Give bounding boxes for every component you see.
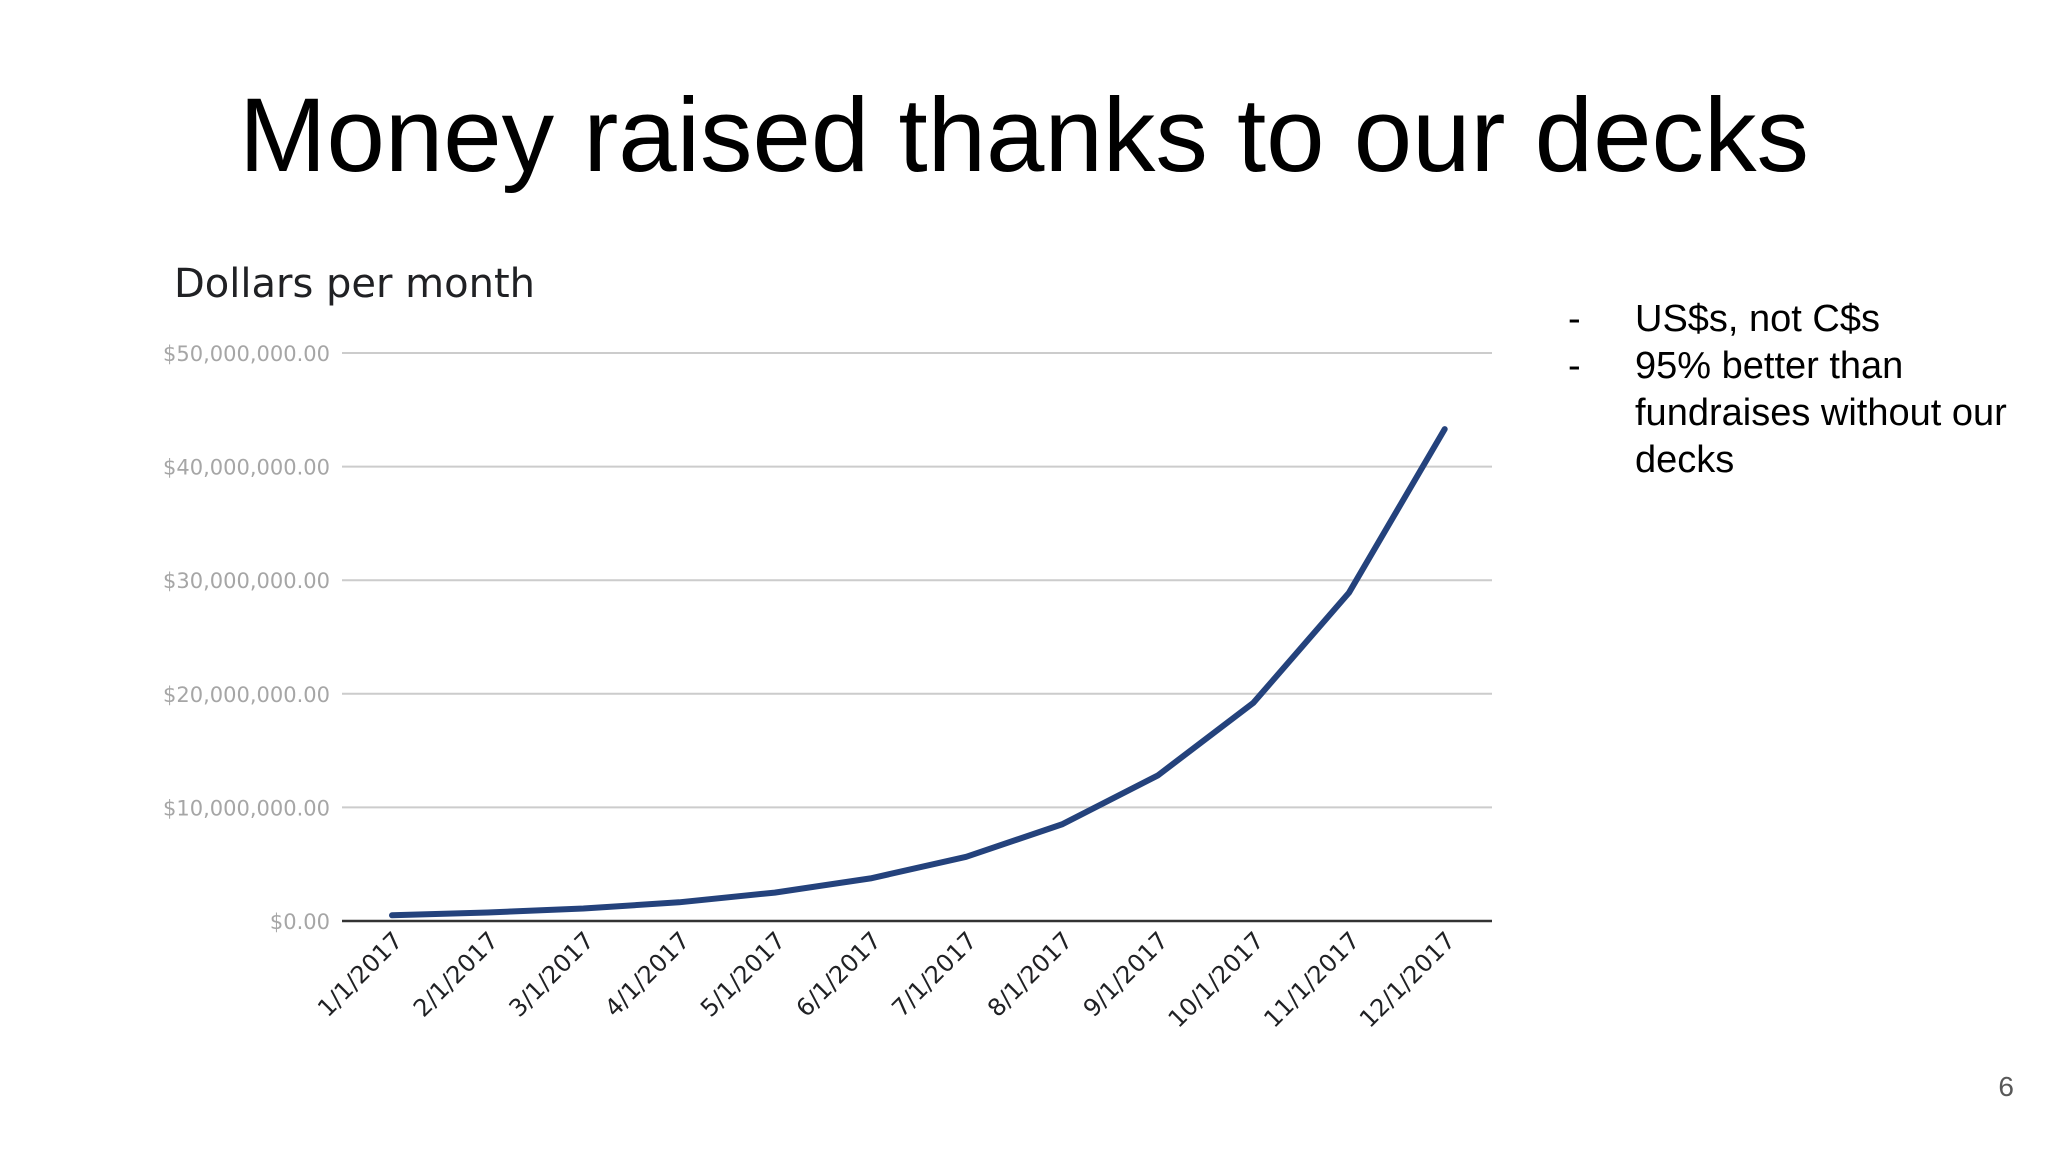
page-number: 6: [1998, 1071, 2014, 1102]
y-tick-label: $0.00: [270, 910, 330, 934]
y-tick-label: $50,000,000.00: [163, 342, 330, 366]
note-item: - 95% better than fundraises without our…: [1568, 343, 2028, 484]
y-tick-label: $10,000,000.00: [163, 796, 330, 820]
note-bullet: -: [1568, 345, 1581, 387]
y-tick-label: $30,000,000.00: [163, 569, 330, 593]
chart-title: Dollars per month: [174, 261, 535, 307]
x-tick-label: 4/1/2017: [599, 926, 695, 1022]
x-tick-label: 11/1/2017: [1258, 926, 1365, 1033]
x-axis-labels: 1/1/2017 2/1/2017 3/1/2017 4/1/2017 5/1/2017…: [312, 926, 1461, 1033]
x-tick-label: 8/1/2017: [982, 926, 1078, 1022]
y-tick-label: $40,000,000.00: [163, 456, 330, 480]
x-tick-label: 1/1/2017: [312, 926, 408, 1022]
note-text: 95% better than fundraises without our d…: [1635, 345, 2007, 481]
y-tick-label: $20,000,000.00: [163, 683, 330, 707]
x-tick-label: 5/1/2017: [695, 926, 791, 1022]
x-tick-label: 2/1/2017: [408, 926, 504, 1022]
series-line: [389, 426, 1448, 919]
x-tick-label: 7/1/2017: [886, 926, 982, 1022]
x-tick-label: 9/1/2017: [1078, 926, 1174, 1022]
note-bullet: -: [1568, 298, 1581, 340]
x-tick-label: 12/1/2017: [1354, 926, 1461, 1033]
x-tick-label: 10/1/2017: [1163, 926, 1270, 1033]
notes-list: - US$s, not C$s - 95% better than fundra…: [1568, 296, 2028, 484]
slide-title: Money raised thanks to our decks: [239, 77, 1809, 194]
note-item: - US$s, not C$s: [1568, 296, 2028, 343]
note-text: US$s, not C$s: [1635, 298, 1880, 340]
x-tick-label: 6/1/2017: [791, 926, 887, 1022]
gridlines: [342, 352, 1492, 923]
y-axis-labels: $0.00 $10,000,000.00 $20,000,000.00 $30,000…: [163, 342, 330, 934]
series-lines: [389, 426, 1448, 919]
x-tick-label: 3/1/2017: [504, 926, 600, 1022]
